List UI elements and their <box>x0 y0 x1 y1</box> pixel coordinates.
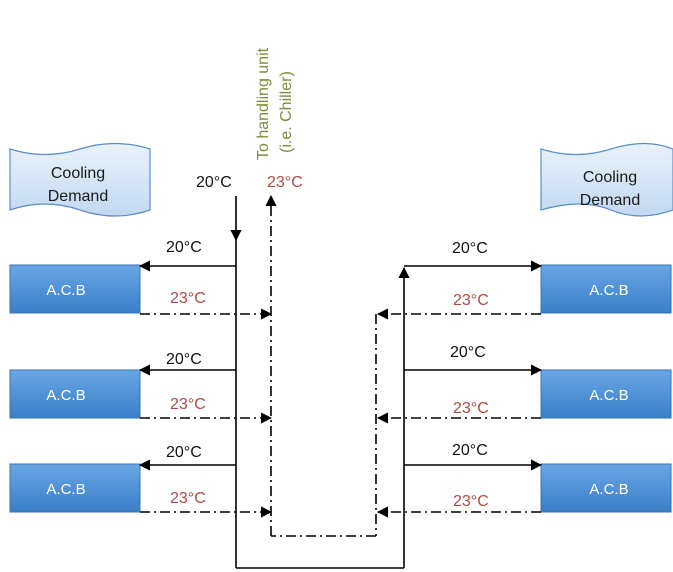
right-return-temp-2: 23°C <box>453 400 489 417</box>
acb-label: A.C.B <box>46 387 85 404</box>
return-piping <box>140 194 541 537</box>
supply-piping <box>138 196 543 569</box>
right-return-temp-1: 23°C <box>453 292 489 309</box>
banner-left-line1: Cooling <box>51 165 105 182</box>
banner-right-line1: Cooling <box>583 169 637 186</box>
banner-right-line2: Demand <box>580 192 640 209</box>
left-return-temp-3: 23°C <box>170 490 206 507</box>
destination-label-line1: To handling unit <box>255 47 272 160</box>
acb-label: A.C.B <box>46 282 85 299</box>
destination-label-line2: (i.e. Chiller) <box>278 71 295 153</box>
top-return-temp: 23°C <box>267 174 303 191</box>
acb-label: A.C.B <box>46 481 85 498</box>
banner-left-line2: Demand <box>48 188 108 205</box>
acb-label: A.C.B <box>589 481 628 498</box>
right-supply-temp-1: 20°C <box>452 240 488 257</box>
acb-unit-right-1: A.C.B <box>540 264 672 314</box>
top-supply-temp: 20°C <box>196 174 232 191</box>
left-return-temp-1: 23°C <box>170 290 206 307</box>
cooling-demand-banner-right: Cooling Demand <box>540 142 673 217</box>
right-return-temp-3: 23°C <box>453 493 489 510</box>
cooling-demand-banner-left: Cooling Demand <box>9 142 151 217</box>
acb-label: A.C.B <box>589 282 628 299</box>
left-supply-temp-3: 20°C <box>166 444 202 461</box>
left-supply-temp-2: 20°C <box>166 351 202 368</box>
left-supply-temp-1: 20°C <box>166 239 202 256</box>
right-supply-temp-2: 20°C <box>450 344 486 361</box>
left-return-temp-2: 23°C <box>170 396 206 413</box>
acb-unit-right-2: A.C.B <box>540 369 672 419</box>
right-supply-temp-3: 20°C <box>452 442 488 459</box>
acb-unit-left-1: A.C.B <box>9 264 141 314</box>
acb-unit-left-3: A.C.B <box>9 463 141 513</box>
acb-label: A.C.B <box>589 387 628 404</box>
acb-unit-left-2: A.C.B <box>9 369 141 419</box>
acb-unit-right-3: A.C.B <box>540 463 672 513</box>
